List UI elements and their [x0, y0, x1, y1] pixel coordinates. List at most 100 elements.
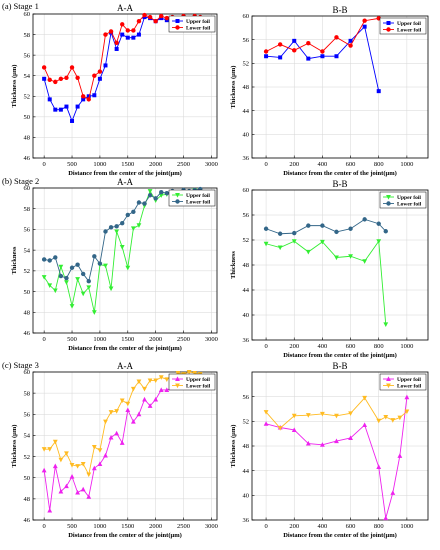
- data-point: [263, 49, 269, 54]
- y-tick-label: 56: [24, 52, 31, 59]
- legend-label: Upper foil: [397, 377, 421, 383]
- data-point: [58, 273, 64, 279]
- legend-box: [379, 373, 427, 391]
- y-tick-label: 40: [243, 132, 250, 139]
- data-point: [334, 438, 339, 444]
- y-tick-label: 46: [24, 330, 31, 337]
- data-point: [103, 452, 108, 458]
- y-tick-label: 48: [24, 309, 31, 316]
- legend-box: [168, 189, 216, 207]
- y-tick-label: 48: [243, 262, 250, 269]
- data-point: [320, 54, 325, 59]
- legend-box: [379, 17, 427, 35]
- data-point: [114, 224, 119, 229]
- data-point: [292, 230, 297, 236]
- data-point: [158, 193, 164, 198]
- data-point: [86, 279, 91, 284]
- data-point: [158, 387, 164, 392]
- y-tick-label: 56: [243, 394, 250, 401]
- data-point: [147, 189, 153, 194]
- data-point: [41, 447, 47, 452]
- data-point: [47, 283, 53, 288]
- series-line-upper-foil: [265, 239, 387, 325]
- data-point: [69, 265, 75, 270]
- data-point: [153, 19, 158, 24]
- y-tick-label: 58: [24, 32, 31, 39]
- data-point: [103, 419, 108, 425]
- x-tick-label: 0: [264, 161, 267, 168]
- data-point: [97, 69, 103, 74]
- data-point: [92, 254, 97, 259]
- data-point: [153, 196, 158, 201]
- data-point: [397, 453, 403, 458]
- x-tick-label: 1500: [121, 161, 134, 168]
- y-tick-label: 44: [243, 468, 250, 475]
- y-tick-label: 58: [24, 390, 31, 397]
- x-tick-label: 400: [318, 523, 328, 530]
- legend-label: Lower foil: [186, 26, 211, 32]
- legend-box: [379, 191, 427, 209]
- data-point: [108, 286, 114, 292]
- data-point: [348, 435, 353, 440]
- x-tick-label: 2500: [177, 161, 190, 168]
- x-axis-label: Distance from the center of the joint(μm…: [283, 170, 397, 177]
- data-point: [86, 94, 91, 99]
- data-point: [64, 451, 69, 456]
- y-tick-label: 52: [24, 93, 31, 100]
- legend-label: Lower foil: [397, 384, 422, 390]
- data-point: [47, 77, 52, 83]
- data-point: [348, 411, 353, 416]
- data-point: [103, 63, 108, 68]
- legend-swatch-marker: [386, 201, 391, 206]
- legend-swatch-marker: [175, 376, 180, 381]
- data-point: [292, 48, 297, 53]
- x-axis-label: Distance from the center of the joint(μm…: [283, 352, 397, 359]
- data-point: [69, 65, 75, 70]
- legend-label: Upper foil: [397, 21, 421, 27]
- y-tick-label: 44: [243, 287, 250, 294]
- data-point: [320, 442, 325, 447]
- data-point: [348, 38, 353, 43]
- data-point: [376, 464, 382, 469]
- data-point: [108, 29, 114, 34]
- data-point: [114, 409, 120, 414]
- data-point: [120, 32, 125, 37]
- data-point: [75, 75, 80, 80]
- data-point: [120, 221, 125, 226]
- legend-swatch-marker: [386, 21, 391, 25]
- data-point: [69, 304, 75, 309]
- data-point: [75, 262, 80, 267]
- data-point: [153, 396, 159, 402]
- panel-title: B-B: [332, 5, 347, 15]
- legend-swatch-marker: [386, 383, 391, 389]
- data-point: [277, 426, 283, 431]
- data-point: [362, 24, 367, 29]
- x-tick-label: 0: [43, 523, 46, 530]
- data-point: [41, 65, 47, 70]
- data-point: [103, 229, 108, 234]
- data-point: [383, 229, 388, 234]
- x-tick-label: 600: [346, 343, 356, 350]
- data-point: [362, 18, 367, 23]
- x-tick-label: 800: [374, 523, 384, 530]
- data-point: [47, 97, 52, 102]
- data-point: [80, 486, 86, 492]
- data-point: [125, 265, 131, 271]
- data-point: [125, 401, 131, 407]
- x-tick-label: 500: [67, 161, 77, 168]
- data-point: [305, 413, 311, 418]
- chart-panel-s2b: 0 200 400 600 800 1000 36 40 44 48 52 56 60 Distance …: [230, 179, 429, 359]
- legend-swatch-marker: [175, 25, 180, 30]
- legend-label: Lower foil: [397, 202, 422, 208]
- data-point: [92, 73, 97, 78]
- x-tick-label: 800: [374, 343, 384, 350]
- legend-label: Lower foil: [186, 200, 211, 206]
- data-point: [120, 22, 125, 27]
- x-tick-label: 0: [264, 343, 267, 350]
- x-tick-label: 200: [289, 161, 299, 168]
- data-point: [52, 463, 58, 469]
- data-point: [92, 93, 97, 98]
- data-point: [136, 32, 141, 37]
- data-point: [97, 261, 103, 266]
